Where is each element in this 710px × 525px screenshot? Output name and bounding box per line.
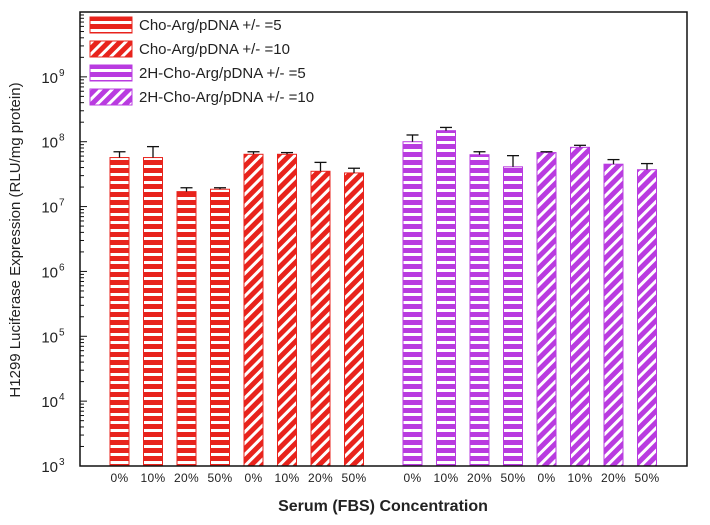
axes-layer <box>79 11 688 467</box>
x-category-labels: 0% 10% 20% 50% 0% 10% 20% 50% 0% 10% 20% 50% 0% 10% 20… <box>111 471 660 485</box>
y-tick-label: 10 <box>41 264 58 281</box>
bar-4-4 <box>637 169 657 467</box>
plot-frame <box>79 11 688 467</box>
bar-2-1 <box>243 153 264 467</box>
y-tick-exponent: 9 <box>59 68 65 79</box>
bar-2-2 <box>277 153 297 467</box>
legend-label-4: 2H-Cho-Arg/pDNA +/- =10 <box>139 89 314 106</box>
category-label: 50% <box>208 471 233 485</box>
y-tick-exponent: 6 <box>59 262 65 273</box>
bar-4-2 <box>570 146 590 467</box>
y-tick-label: 10 <box>41 459 58 476</box>
y-axis-title: H1299 Luciferase Expression (RLU/mg prot… <box>7 82 24 397</box>
bars-layer <box>109 130 657 467</box>
y-tick-exponent: 3 <box>59 457 65 468</box>
bar-1-1 <box>109 157 130 467</box>
bar-1-2 <box>143 157 163 467</box>
category-label: 10% <box>568 471 593 485</box>
legend-label-2: Cho-Arg/pDNA +/- =10 <box>139 41 290 58</box>
legend-swatch-3 <box>89 64 133 82</box>
y-tick-label: 10 <box>41 329 58 346</box>
category-label: 20% <box>601 471 626 485</box>
y-tick-exponent: 4 <box>59 392 65 403</box>
category-label: 50% <box>635 471 660 485</box>
bar-3-1 <box>402 141 423 467</box>
error-bars-layer <box>113 126 653 192</box>
category-label: 20% <box>174 471 199 485</box>
legend: Cho-Arg/pDNA +/- =5 Cho-Arg/pDNA +/- =10… <box>89 16 314 106</box>
bar-3-4 <box>503 166 523 467</box>
y-tick-exponent: 8 <box>59 133 65 144</box>
legend-swatch-1 <box>89 16 133 34</box>
bar-4-1 <box>536 152 557 467</box>
x-axis-title: Serum (FBS) Concentration <box>278 498 488 515</box>
y-tick-exponent: 5 <box>59 327 65 338</box>
category-label: 50% <box>501 471 526 485</box>
category-label: 20% <box>308 471 333 485</box>
category-label: 0% <box>404 471 422 485</box>
bar-3-2 <box>436 130 456 467</box>
category-label: 10% <box>434 471 459 485</box>
legend-swatch-4 <box>89 88 133 106</box>
bar-4-3 <box>603 163 624 467</box>
category-label: 0% <box>538 471 556 485</box>
category-label: 10% <box>141 471 166 485</box>
bar-3-3 <box>469 154 490 467</box>
category-label: 20% <box>467 471 492 485</box>
bar-1-3 <box>176 191 197 467</box>
category-label: 10% <box>275 471 300 485</box>
legend-label-3: 2H-Cho-Arg/pDNA +/- =5 <box>139 65 306 82</box>
y-tick-exponent: 7 <box>59 198 65 209</box>
legend-swatch-2 <box>89 40 133 58</box>
y-tick-label: 10 <box>41 135 58 152</box>
bar-1-4 <box>210 188 230 467</box>
category-label: 50% <box>342 471 367 485</box>
y-tick-label: 10 <box>41 200 58 217</box>
category-label: 0% <box>245 471 263 485</box>
bar-2-3 <box>310 170 331 467</box>
legend-label-1: Cho-Arg/pDNA +/- =5 <box>139 17 282 34</box>
category-label: 0% <box>111 471 129 485</box>
y-tick-label: 10 <box>41 394 58 411</box>
bar-2-4 <box>344 172 364 467</box>
y-tick-label: 10 <box>41 70 58 87</box>
